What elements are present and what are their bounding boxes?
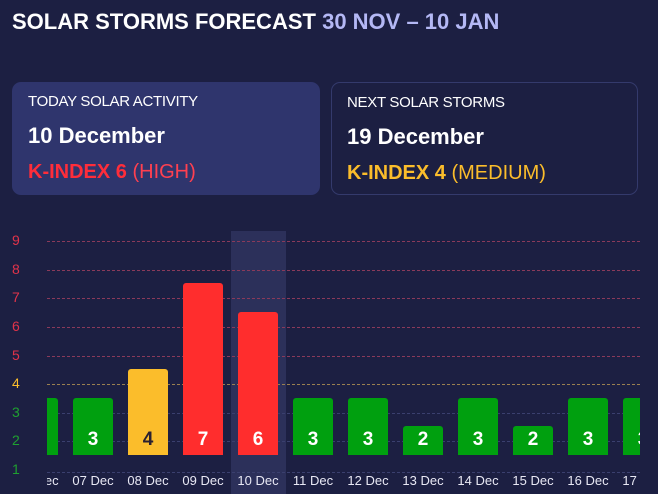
bar-10-dec[interactable] bbox=[238, 311, 278, 455]
bar-12-dec[interactable] bbox=[348, 397, 388, 455]
y-tick-label: 9 bbox=[12, 232, 20, 249]
y-tick-label: 4 bbox=[12, 375, 20, 392]
bar-16-dec[interactable] bbox=[568, 397, 608, 455]
y-tick-label: 3 bbox=[12, 403, 20, 420]
next-level: (MEDIUM) bbox=[451, 162, 546, 184]
today-activity-card: TODAY SOLAR ACTIVITY 10 December K-INDEX… bbox=[12, 82, 320, 195]
next-kindex-value: K-INDEX 4 bbox=[347, 162, 446, 184]
x-tick-label: 11 Dec bbox=[292, 473, 334, 488]
bar-value-label: 3 bbox=[47, 429, 58, 451]
bar-13-dec[interactable] bbox=[403, 426, 443, 455]
next-kindex: K-INDEX 4 (MEDIUM) bbox=[347, 162, 546, 185]
bar-value-label: 3 bbox=[307, 429, 319, 451]
x-tick-label: 06 Dec bbox=[47, 473, 59, 488]
bar-09-dec[interactable] bbox=[183, 283, 223, 455]
today-kindex-value: K-INDEX 6 bbox=[28, 161, 127, 183]
next-storm-card: NEXT SOLAR STORMS 19 December K-INDEX 4 … bbox=[331, 82, 638, 195]
today-level: (HIGH) bbox=[132, 161, 196, 183]
bar-value-label: 3 bbox=[472, 429, 484, 451]
gridline bbox=[47, 298, 640, 300]
gridline bbox=[47, 384, 640, 386]
x-tick-label: 08 Dec bbox=[127, 473, 169, 488]
today-kindex: K-INDEX 6 (HIGH) bbox=[28, 161, 196, 184]
x-tick-label: 09 Dec bbox=[182, 473, 224, 488]
bar-value-label: 4 bbox=[142, 429, 154, 451]
x-tick-label: 07 Dec bbox=[72, 473, 114, 488]
x-tick-label: 17 Dec bbox=[622, 473, 640, 488]
next-date: 19 December bbox=[347, 124, 484, 149]
bar-08-dec[interactable] bbox=[128, 368, 168, 455]
bar-value-label: 7 bbox=[197, 429, 209, 451]
bar-15-dec[interactable] bbox=[513, 426, 553, 455]
bar-value-label: 3 bbox=[87, 429, 99, 451]
y-tick-label: 5 bbox=[12, 346, 20, 363]
bar-value-label: 3 bbox=[623, 429, 640, 451]
x-tick-label: 14 Dec bbox=[457, 473, 499, 488]
gridline bbox=[47, 241, 640, 243]
next-label: NEXT SOLAR STORMS bbox=[347, 94, 505, 111]
y-tick-label: 2 bbox=[12, 432, 20, 449]
x-tick-label: 16 Dec bbox=[567, 473, 609, 488]
bar-value-label: 2 bbox=[417, 429, 429, 451]
x-tick-label: 12 Dec bbox=[347, 473, 389, 488]
y-tick-label: 7 bbox=[12, 289, 20, 306]
y-tick-label: 8 bbox=[12, 260, 20, 277]
gridline bbox=[47, 327, 640, 328]
gridline bbox=[47, 441, 640, 443]
bar-value-label: 3 bbox=[362, 429, 374, 451]
page-title: SOLAR STORMS FORECAST 30 NOV – 10 JAN bbox=[12, 9, 499, 35]
x-tick-label: 13 Dec bbox=[402, 473, 444, 488]
gridline bbox=[47, 355, 640, 357]
gridline bbox=[47, 269, 640, 271]
bar-value-label: 6 bbox=[252, 429, 264, 451]
bar-11-dec[interactable] bbox=[293, 397, 333, 455]
x-tick-label: 10 Dec bbox=[237, 473, 279, 488]
bar-06-dec[interactable] bbox=[47, 397, 58, 455]
date-range: 30 NOV – 10 JAN bbox=[322, 9, 500, 34]
bar-17-dec[interactable] bbox=[623, 397, 640, 455]
x-tick-label: 15 Dec bbox=[512, 473, 554, 488]
bar-value-label: 2 bbox=[527, 429, 539, 451]
today-label: TODAY SOLAR ACTIVITY bbox=[28, 93, 198, 110]
y-tick-label: 1 bbox=[12, 461, 20, 477]
bar-14-dec[interactable] bbox=[458, 397, 498, 455]
title-text: SOLAR STORMS FORECAST bbox=[12, 9, 316, 34]
bar-value-label: 3 bbox=[582, 429, 594, 451]
kindex-bar-chart[interactable]: 3 06 Dec 3 07 Dec 4 08 Dec 7 09 Dec 6 10 Dec 3 11 D… bbox=[47, 231, 640, 494]
today-date: 10 December bbox=[28, 123, 165, 148]
y-tick-label: 6 bbox=[12, 318, 20, 334]
gridline bbox=[47, 412, 640, 414]
bar-07-dec[interactable] bbox=[73, 397, 113, 455]
gridline bbox=[47, 472, 640, 473]
